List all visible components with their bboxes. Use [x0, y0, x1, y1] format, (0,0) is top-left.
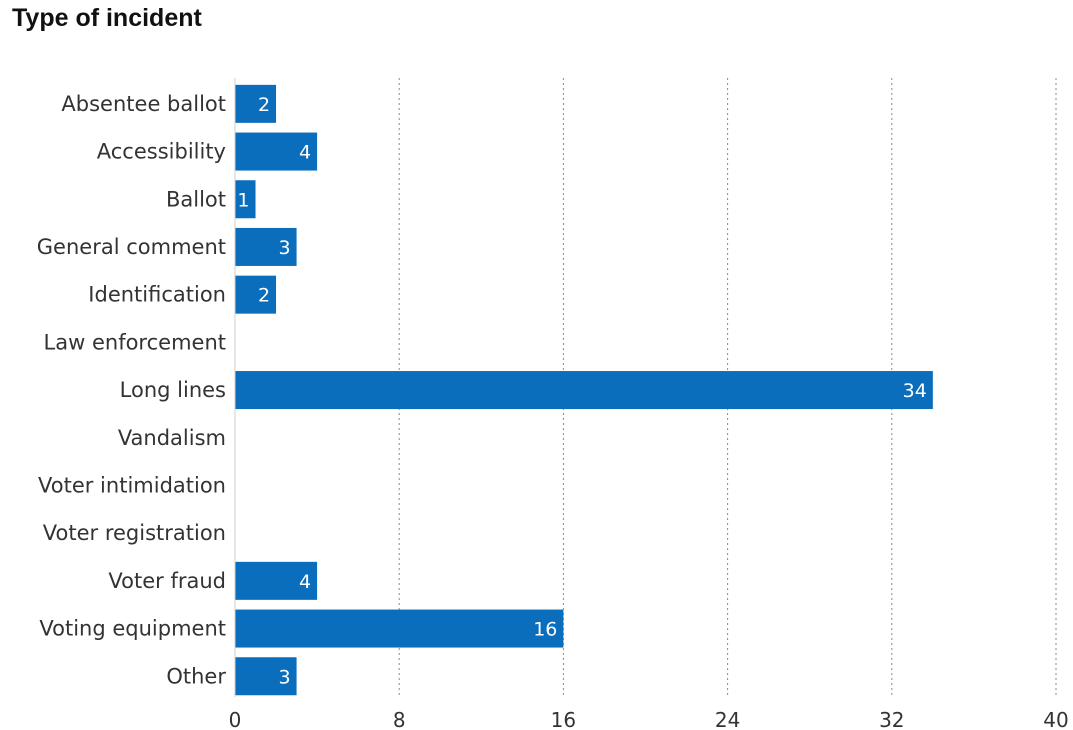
- bar: [235, 132, 318, 171]
- x-tick-label: 24: [715, 708, 740, 730]
- data-label: 2: [258, 94, 270, 116]
- data-label: 4: [299, 571, 311, 593]
- x-tick-label: 0: [229, 708, 242, 730]
- data-label: 16: [533, 619, 557, 641]
- bar: [235, 227, 297, 266]
- bar: [235, 561, 318, 600]
- data-label: 34: [903, 380, 927, 402]
- category-label: Law enforcement: [44, 330, 226, 354]
- bar: [235, 657, 297, 696]
- bar: [235, 371, 933, 410]
- category-label: Accessibility: [97, 140, 226, 164]
- x-tick-label: 8: [393, 708, 406, 730]
- category-label: Voter registration: [43, 521, 226, 545]
- x-tick-label: 40: [1043, 708, 1068, 730]
- category-label: Vandalism: [118, 426, 226, 450]
- category-label: Voter intimidation: [38, 473, 226, 497]
- x-tick-label: 16: [551, 708, 576, 730]
- bar: [235, 180, 256, 219]
- bar: [235, 609, 564, 648]
- data-label: 3: [278, 666, 290, 688]
- data-label: 1: [237, 189, 249, 211]
- category-label: Voter fraud: [108, 569, 226, 593]
- category-label: Ballot: [166, 187, 226, 211]
- gridlines: [398, 78, 1057, 697]
- category-label: Long lines: [120, 378, 226, 402]
- category-label: Other: [166, 664, 226, 688]
- bar: [235, 84, 277, 123]
- category-labels: Absentee ballot Accessibility Ballot Genera…: [37, 92, 227, 688]
- chart-title: Type of incident: [12, 4, 202, 32]
- category-label: General comment: [37, 235, 226, 259]
- category-label: Identification: [88, 283, 226, 307]
- category-label: Absentee ballot: [61, 92, 226, 116]
- x-axis-ticks: 0 8 16 24 32 40: [229, 708, 1069, 730]
- bar: [235, 275, 277, 314]
- x-tick-label: 32: [879, 708, 904, 730]
- data-label: 2: [258, 285, 270, 307]
- category-label: Voting equipment: [39, 617, 226, 641]
- data-label: 3: [278, 237, 290, 259]
- data-label: 4: [299, 142, 311, 164]
- bars: 2 4 1 3 2 34 4 16 3: [235, 84, 933, 696]
